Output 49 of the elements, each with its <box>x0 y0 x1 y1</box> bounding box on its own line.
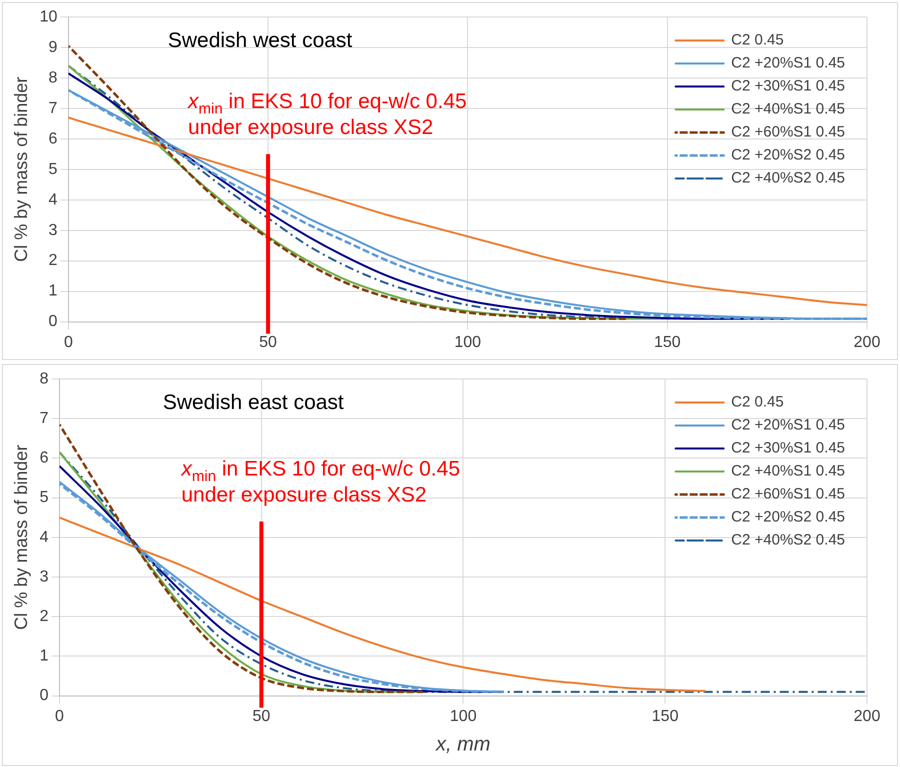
legend-label: C2 +30%S1 0.45 <box>731 440 846 457</box>
y-tick-label: 4 <box>48 191 58 208</box>
y-tick-label: 8 <box>48 69 58 86</box>
y-tick-label: 0 <box>40 687 49 704</box>
legend-label: C2 0.45 <box>731 394 784 411</box>
x-tick-label: 150 <box>654 334 681 351</box>
x-tick-label: 50 <box>259 334 278 351</box>
y-tick-label: 5 <box>48 160 58 178</box>
y-tick-label: 8 <box>40 370 49 388</box>
y-tick-label: 6 <box>48 130 58 148</box>
x-tick-label: 100 <box>450 708 477 725</box>
y-tick-label: 9 <box>48 38 58 56</box>
x-tick-label: 150 <box>652 708 679 725</box>
legend-label: C2 +20%S1 0.45 <box>731 416 846 434</box>
y-tick-label: 6 <box>40 450 49 467</box>
x-tick-label: 0 <box>64 334 73 351</box>
y-tick-label: 0 <box>48 313 58 330</box>
y-tick-label: 2 <box>40 608 49 626</box>
legend-label: C2 +40%S2 0.45 <box>731 170 846 187</box>
legend-label: C2 +40%S1 0.45 <box>731 100 846 118</box>
x-tick-label: 200 <box>854 708 880 725</box>
legend-label: C2 +20%S1 0.45 <box>731 54 846 72</box>
y-tick-label: 4 <box>40 528 49 546</box>
legend-label: C2 +20%S2 0.45 <box>731 508 846 526</box>
y-tick-label: 1 <box>48 282 58 300</box>
legend-label: C2 +30%S1 0.45 <box>731 78 846 95</box>
line-series <box>60 516 706 692</box>
y-axis-title: Cl % by mass of binder <box>10 76 31 262</box>
y-tick-label: 2 <box>48 252 58 270</box>
text: Swedish east coast <box>162 391 344 414</box>
y-axis-title: Cl % by mass of binder <box>10 444 31 630</box>
y-tick-label: 10 <box>40 8 58 26</box>
legend-label: C2 +20%S2 0.45 <box>731 146 846 164</box>
y-tick-label: 3 <box>40 568 49 586</box>
y-tick-label: 3 <box>48 222 58 239</box>
legend-label: C2 +60%S1 0.45 <box>731 486 846 503</box>
y-tick-label: 1 <box>40 648 49 665</box>
y-tick-label: 7 <box>40 410 49 428</box>
legend-label: C2 0.45 <box>731 32 784 49</box>
y-tick-label: 5 <box>40 489 49 506</box>
x-tick-label: 100 <box>454 334 482 351</box>
legend-label: C2 +40%S2 0.45 <box>731 532 846 549</box>
x-tick-label: 200 <box>854 334 880 351</box>
x-axis-title: x, mm <box>435 734 490 756</box>
text: Swedish west coast <box>168 29 352 52</box>
legend-label: C2 +40%S1 0.45 <box>731 462 846 480</box>
legend-label: C2 +60%S1 0.45 <box>731 124 846 141</box>
x-tick-label: 50 <box>252 708 270 725</box>
y-tick-label: 7 <box>48 100 58 117</box>
